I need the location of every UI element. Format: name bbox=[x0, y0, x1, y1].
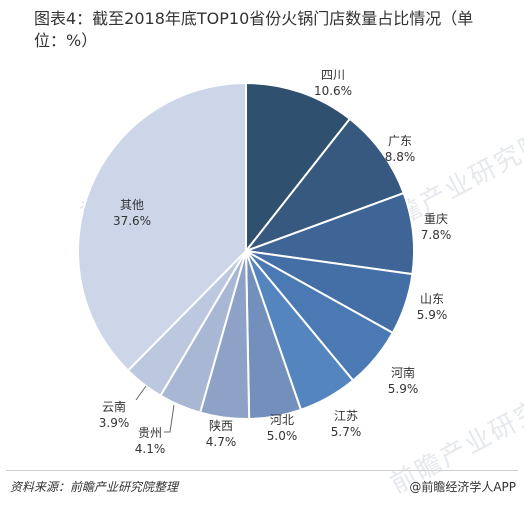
source-note: 资料来源：前瞻产业研究院整理 bbox=[10, 480, 179, 494]
slice-label: 重庆 bbox=[424, 212, 448, 226]
slice-value-label: 5.7% bbox=[331, 425, 362, 439]
slice-value-label: 37.6% bbox=[113, 214, 151, 228]
slice-value-label: 7.8% bbox=[421, 228, 452, 242]
slice-value-label: 8.8% bbox=[385, 150, 416, 164]
slice-label: 山东 bbox=[420, 292, 444, 306]
pie-slice bbox=[243, 117, 405, 254]
pie-slice bbox=[245, 81, 352, 254]
footer-divider bbox=[6, 470, 518, 471]
brand-credit: @前瞻经济学人APP bbox=[409, 480, 516, 494]
slice-label: 河南 bbox=[391, 365, 415, 380]
chart-title: 图表4：截至2018年底TOP10省份火锅门店数量占比情况（单位：%） bbox=[34, 9, 474, 50]
slice-label: 河北 bbox=[270, 413, 294, 427]
slice-label: 四川 bbox=[321, 68, 345, 82]
leader-line bbox=[135, 385, 147, 401]
slice-value-label: 4.1% bbox=[135, 442, 166, 456]
slice-label: 陕西 bbox=[209, 418, 233, 433]
pie-chart: 四川 10.6% 广东 8.8% 重庆 7.8% 山东 5.9% 河南 5.9% 江苏 5.7% 河北 5… bbox=[77, 68, 452, 456]
slice-label: 贵州 bbox=[138, 426, 162, 440]
slice-value-label: 5.9% bbox=[388, 382, 419, 396]
slice-label: 广东 bbox=[388, 134, 412, 148]
slice-label: 云南 bbox=[102, 399, 126, 414]
pie-slice bbox=[77, 81, 247, 372]
slice-value-label: 5.9% bbox=[417, 308, 448, 322]
slice-value-label: 4.7% bbox=[206, 435, 237, 449]
slice-value-label: 3.9% bbox=[99, 416, 130, 430]
slice-value-label: 5.0% bbox=[267, 429, 298, 443]
slice-value-label: 10.6% bbox=[314, 84, 352, 98]
leader-line bbox=[164, 404, 175, 433]
slice-label: 其他 bbox=[120, 198, 144, 212]
slice-label: 江苏 bbox=[334, 409, 358, 423]
